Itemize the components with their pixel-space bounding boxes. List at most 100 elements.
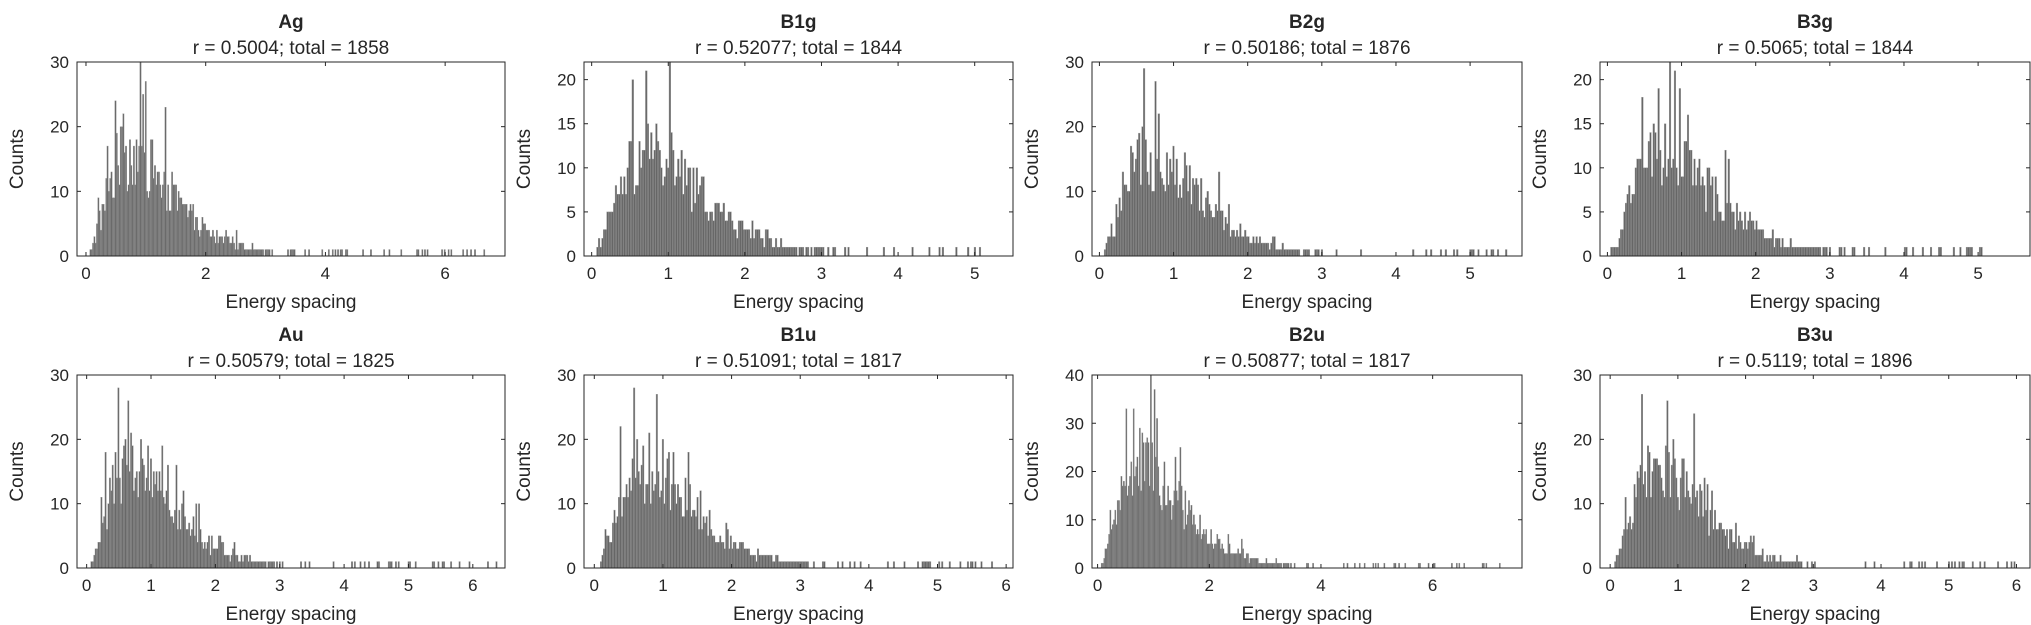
histogram-bar [140,439,142,568]
histogram-bar [1690,149,1693,256]
histogram-bar [1675,167,1678,256]
histogram-bar [178,509,181,568]
histogram-bar [1726,529,1728,568]
histogram-bar [1672,439,1675,568]
histogram-bar [746,229,749,256]
histogram-bar [756,229,759,256]
histogram-bar [1615,554,1618,568]
histogram-bar [1918,561,1921,568]
histogram-bar [1757,229,1760,256]
histogram-bar [911,246,914,256]
histogram-bar [225,554,227,568]
histogram-bar [1921,561,1924,568]
histogram-bar [621,516,624,568]
histogram-bar [334,249,337,256]
histogram-bar [389,561,392,568]
histogram-bar [1419,562,1421,568]
histogram-bar [1806,561,1809,568]
histogram-bar [713,535,716,568]
histogram-bar [753,238,756,256]
histogram-bar [99,542,101,568]
histogram-bar [655,394,658,568]
histogram-bars [1103,68,1508,256]
histogram-bar [1159,171,1162,256]
histogram-bar [1623,211,1626,256]
histogram-bar [705,516,708,568]
histogram-bar [1754,554,1757,568]
histogram-bar [712,220,715,256]
histogram-bar [1709,509,1712,568]
histogram-bar [1670,464,1673,568]
histogram-bar [108,477,111,568]
histogram-bar [1249,242,1252,256]
histogram-bar [271,561,274,568]
histogram-bar [1884,246,1887,256]
histogram-bar [466,249,468,256]
histogram-bar [1717,211,1721,256]
histogram-bar [1667,452,1670,568]
x-tick-label: 4 [893,264,902,283]
histogram-bar [689,167,692,256]
histogram-bar [770,554,773,568]
histogram-bar [1632,522,1635,568]
y-tick-label: 20 [557,71,576,90]
histogram-bar [1633,194,1636,256]
histogram-bar [106,529,108,568]
histogram-bar [1307,249,1310,256]
histogram-bar [1823,246,1827,256]
histogram-bar [741,542,744,568]
histogram-bar [1652,123,1655,256]
histogram-bar [1766,554,1769,568]
histogram-bar [256,561,259,568]
histogram-bar [687,452,690,568]
histogram-bar [636,439,639,568]
histogram-bar [752,554,755,568]
histogram-bar [778,246,781,256]
histogram-bar [969,561,972,568]
histogram-bar [787,561,790,568]
histogram-bar [1796,246,1799,256]
histogram-bar [362,249,364,256]
y-tick-label: 20 [1573,71,1592,90]
histogram-bar [1315,249,1319,256]
histogram-bar [1679,477,1682,568]
histogram-bar [775,554,778,568]
histogram-bar [737,548,740,568]
histogram-bar [1755,554,1758,568]
histogram-bar [1790,561,1792,568]
histogram-bar [1223,229,1226,256]
histogram-bar [1873,561,1876,568]
y-axis-label: Counts [514,441,535,501]
histogram-bar [147,445,150,568]
histogram-bar [281,561,284,568]
histogram-bar [1765,238,1768,256]
histogram-bar [1718,522,1721,568]
histogram-bar [769,238,773,256]
histogram-bar [321,249,324,256]
histogram-bar [1346,562,1349,568]
histogram-bar [1783,246,1786,256]
histogram-bar [1647,445,1649,568]
histogram-bar [755,561,758,568]
histogram-bar [1656,458,1658,568]
histogram-bar [1265,242,1268,256]
histogram-bar [1611,246,1614,256]
histogram-bar [1296,249,1299,256]
histogram-bar [351,561,353,568]
histogram-bar [692,509,695,568]
histogram-bar [487,561,489,568]
histogram-bar [1180,197,1183,256]
histogram-bar [630,141,633,256]
histogram-bar [242,561,244,568]
histogram-bar [1813,561,1816,568]
histogram-bar [1615,246,1618,256]
histogram-bar [1712,529,1715,568]
histogram-bar [1762,229,1765,256]
x-tick-label: 4 [864,576,873,595]
histogram-bar [1485,562,1488,568]
histogram-bar [769,554,772,568]
histogram-bar [141,458,144,568]
histogram-bar [735,548,738,568]
histogram-bar [1620,229,1623,256]
